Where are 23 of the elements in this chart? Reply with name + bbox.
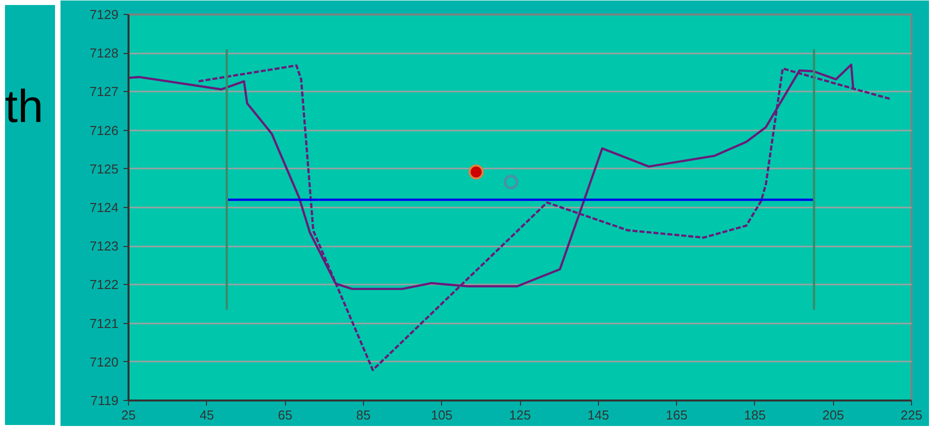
x-tick-label: 225 <box>900 408 922 422</box>
x-tick-label: 125 <box>509 408 531 422</box>
y-tick-label: 7120 <box>90 354 118 370</box>
y-tick-label: 7119 <box>90 393 119 408</box>
y-tick-label: 7124 <box>90 200 118 215</box>
x-tick-label: 205 <box>822 408 844 422</box>
x-tick-label: 65 <box>278 408 292 422</box>
x-tick-label: 105 <box>430 408 453 422</box>
x-tick-label: 25 <box>121 408 136 422</box>
y-tick-label: 7123 <box>90 238 118 254</box>
y-tick-label: 7125 <box>90 161 118 176</box>
x-tick-label: 165 <box>666 408 688 422</box>
x-tick-label: 45 <box>200 408 214 422</box>
y-tick-label: 7122 <box>90 277 118 292</box>
y-tick-label: 7127 <box>90 84 118 100</box>
text: th <box>5 80 44 132</box>
y-tick-label: 7129 <box>90 7 118 22</box>
y-tick-label: 7121 <box>90 316 118 331</box>
y-tick-label: 7126 <box>90 122 118 138</box>
x-tick-label: 85 <box>356 408 371 422</box>
x-tick-label: 145 <box>587 408 610 422</box>
y-tick-label: 7128 <box>90 46 118 61</box>
x-tick-label: 185 <box>744 408 766 422</box>
